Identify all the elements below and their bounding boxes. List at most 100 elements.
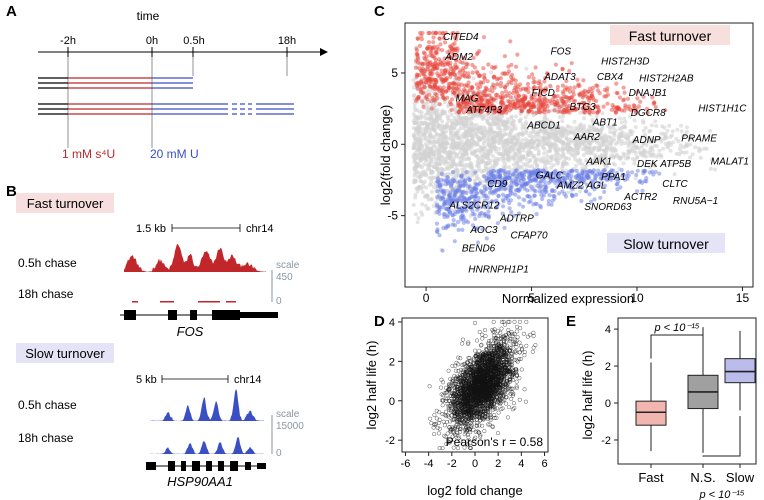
ma-point-ns bbox=[602, 148, 607, 153]
panel-c-letter: C bbox=[374, 3, 385, 20]
correlation-point bbox=[438, 385, 443, 390]
ma-point-ns bbox=[668, 148, 673, 153]
ma-point-ns bbox=[469, 122, 474, 126]
ma-point-ns bbox=[667, 123, 672, 128]
ma-point-slow bbox=[443, 182, 448, 187]
gene-label: ADM2 bbox=[444, 52, 473, 63]
ma-point-fast bbox=[438, 42, 443, 47]
ma-point-ns bbox=[620, 130, 625, 135]
ma-point-fast bbox=[415, 36, 421, 42]
ma-point-slow bbox=[502, 225, 507, 230]
ma-point-ns bbox=[549, 126, 554, 131]
ma-point-fast bbox=[429, 85, 434, 90]
ma-point-slow bbox=[574, 168, 579, 173]
ma-point-ns bbox=[495, 117, 500, 122]
ma-point-ns bbox=[459, 156, 464, 161]
ma-point-ns bbox=[572, 137, 577, 142]
ma-point-fast bbox=[601, 104, 606, 109]
ma-point-fast bbox=[560, 66, 565, 72]
ma-point-ns bbox=[528, 140, 533, 145]
ma-point-slow bbox=[448, 190, 453, 195]
ma-point-ns bbox=[632, 118, 637, 123]
ma-point-slow bbox=[451, 218, 456, 223]
slow-turnover-title-bg bbox=[16, 343, 114, 363]
ma-point-ns bbox=[593, 161, 598, 166]
ma-point-ns bbox=[416, 130, 421, 134]
ma-point-ns bbox=[424, 102, 429, 107]
ma-point-ns bbox=[538, 128, 543, 133]
ma-point-ns bbox=[413, 192, 418, 197]
ma-point-ns bbox=[516, 132, 521, 137]
ma-point-ns bbox=[542, 136, 547, 141]
ma-point-ns bbox=[646, 139, 651, 144]
slow-chrom-label: chr14 bbox=[234, 374, 262, 386]
ma-point-slow bbox=[464, 169, 469, 175]
ma-point-ns bbox=[489, 70, 494, 75]
ma-point-ns bbox=[630, 157, 635, 161]
ma-point-slow bbox=[464, 218, 469, 223]
ma-point-fast bbox=[526, 101, 531, 106]
ma-point-ns bbox=[411, 112, 416, 117]
ma-point-ns bbox=[631, 140, 636, 145]
ma-point-ns bbox=[600, 111, 605, 116]
ma-point-fast bbox=[422, 85, 427, 90]
ma-point-ns bbox=[525, 161, 530, 166]
ma-point-ns bbox=[532, 155, 537, 160]
ma-point-ns bbox=[531, 145, 536, 150]
gene-label: MALAT1 bbox=[711, 156, 749, 167]
ma-point-ns bbox=[451, 159, 456, 164]
ma-point-ns bbox=[565, 162, 570, 167]
ma-point-ns bbox=[604, 146, 609, 150]
ma-point-ns bbox=[508, 138, 512, 143]
ma-point-ns bbox=[573, 157, 578, 161]
ma-point-slow bbox=[550, 198, 555, 203]
ma-point-ns bbox=[688, 136, 693, 140]
ma-point-ns bbox=[658, 137, 663, 142]
ma-point-fast bbox=[507, 91, 512, 96]
fast-scale-label: scale bbox=[276, 260, 300, 271]
ma-point-ns bbox=[439, 166, 444, 171]
ma-point-ns bbox=[481, 128, 486, 133]
ma-point-ns bbox=[510, 122, 515, 127]
ma-point-slow bbox=[644, 179, 649, 184]
ma-point-slow bbox=[447, 195, 452, 200]
gene-label: MAG bbox=[456, 94, 479, 105]
ma-point-ns bbox=[637, 146, 642, 151]
ma-point-ns bbox=[572, 119, 577, 124]
ma-point-ns bbox=[662, 125, 667, 130]
ma-point-ns bbox=[661, 146, 666, 151]
ma-point-ns bbox=[453, 151, 458, 156]
ma-point-ns bbox=[560, 164, 565, 169]
ma-point-ns bbox=[537, 138, 541, 143]
ma-point-ns bbox=[449, 142, 454, 147]
ma-point-fast bbox=[439, 88, 444, 93]
ma-point-ns bbox=[466, 139, 471, 143]
ma-point-fast bbox=[614, 90, 619, 95]
ma-point-ns bbox=[423, 158, 428, 163]
ma-point-ns bbox=[612, 137, 617, 142]
ma-point-ns bbox=[622, 116, 627, 121]
correlation-point bbox=[456, 368, 461, 374]
ma-point-ns bbox=[524, 120, 529, 125]
ma-point-fast bbox=[595, 110, 600, 115]
ma-point-ns bbox=[641, 141, 646, 146]
time-axis-arrow-icon bbox=[320, 48, 328, 56]
ma-point-ns bbox=[590, 117, 595, 122]
ma-point-fast bbox=[548, 83, 553, 88]
gene-label: CITED4 bbox=[443, 32, 479, 43]
ma-point-ns bbox=[556, 130, 561, 135]
ma-point-ns bbox=[421, 150, 426, 155]
ma-point-ns bbox=[472, 126, 477, 131]
ma-point-ns bbox=[564, 129, 569, 134]
ma-point-fast bbox=[500, 90, 505, 96]
gene-label: AOC3 bbox=[469, 225, 498, 236]
ma-point-fast bbox=[578, 92, 583, 97]
ma-point-ns bbox=[568, 130, 573, 135]
ma-point-fast bbox=[444, 77, 449, 82]
ma-point-ns bbox=[554, 133, 559, 138]
ma-point-ns bbox=[415, 220, 420, 225]
ma-point-ns bbox=[471, 76, 476, 81]
ma-point-ns bbox=[429, 88, 434, 93]
ma-point-ns bbox=[446, 166, 451, 171]
correlation-plot-points bbox=[427, 319, 538, 451]
